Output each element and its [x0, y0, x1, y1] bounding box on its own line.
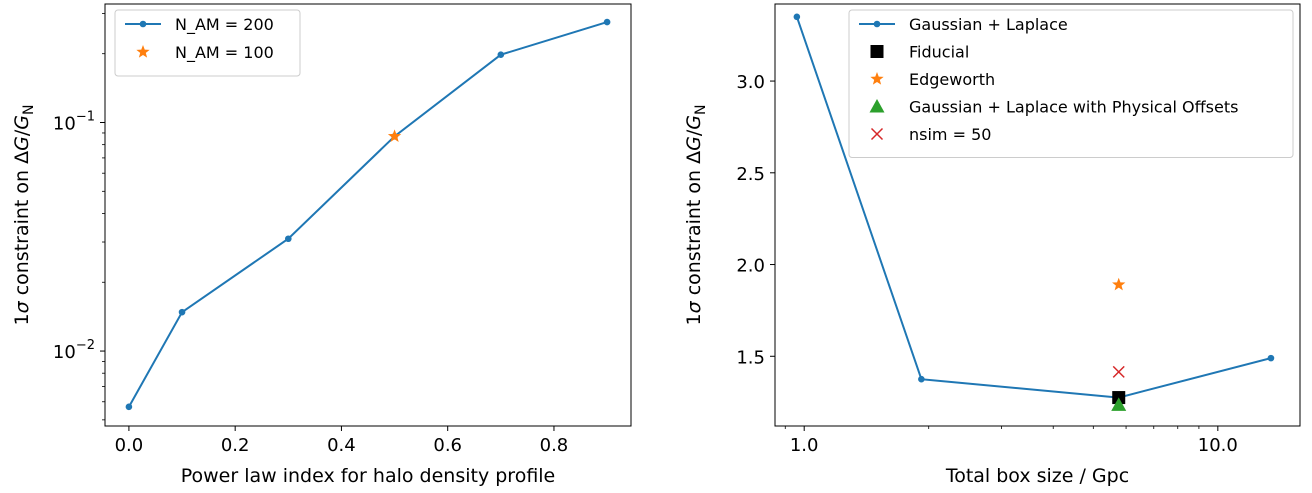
data-point [1111, 397, 1127, 411]
data-point [178, 308, 186, 316]
legend-label: Edgeworth [909, 70, 995, 89]
data-point [387, 129, 402, 142]
y-tick-base: 10 [53, 114, 76, 135]
data-point [793, 13, 801, 21]
x-tick-label: 0.6 [433, 435, 462, 456]
series-line [795, 16, 1272, 399]
data-point [918, 375, 925, 383]
y-axis-label-part: G [683, 136, 705, 151]
x-tick-label: 0.2 [221, 435, 250, 456]
y-tick-exponent: −1 [76, 110, 95, 125]
y-tick-label: 1.5 [736, 347, 765, 368]
y-axis-label-part: / [683, 129, 705, 136]
y-axis-label-part: σ [11, 300, 33, 313]
y-axis-label-part: G [683, 115, 705, 130]
y-axis-label-subscript: N [693, 105, 709, 115]
plot-frame [104, 3, 632, 427]
plot-frame [774, 3, 1301, 427]
y-tick-label: 3.0 [736, 72, 765, 93]
x-tick-label: 0.0 [115, 435, 144, 456]
y-axis-label-part: σ [683, 300, 705, 313]
x-tick-label: 0.8 [540, 435, 569, 456]
data-point [1267, 354, 1275, 362]
y-axis-label-part: constraint on Δ [11, 151, 33, 301]
legend-marker [869, 99, 885, 113]
y-tick-exponent: −2 [76, 338, 95, 353]
data-point [125, 403, 133, 411]
x-tick-label: 0.4 [327, 435, 356, 456]
data-point [497, 51, 505, 59]
y-axis-label-part: G [11, 115, 33, 130]
series-line [128, 21, 608, 408]
y-axis-label-part: / [11, 129, 33, 136]
legend-box [848, 9, 1294, 158]
y-axis-label-subscript: N [21, 105, 37, 115]
legend-box [114, 9, 301, 77]
x-axis-label: Power law index for halo density profile [181, 465, 556, 487]
legend-label: Fiducial [909, 43, 969, 62]
x-axis-label: Total box size / Gpc [945, 465, 1129, 487]
y-axis-label-part: G [11, 136, 33, 151]
legend-label: N_AM = 200 [175, 15, 274, 35]
legend-marker [870, 72, 884, 85]
legend-marker [870, 127, 884, 141]
legend-label: Gaussian + Laplace [909, 15, 1068, 34]
y-axis-label-part: 1 [11, 313, 33, 325]
y-tick-label: 2.0 [736, 256, 765, 277]
legend-marker [139, 20, 147, 28]
y-axis-label: 1σ constraint on ΔG/GN [11, 105, 37, 326]
x-tick-label: 10.0 [1198, 435, 1238, 456]
legend-label: N_AM = 100 [175, 43, 274, 63]
legend-marker [136, 45, 150, 58]
y-axis-label-part: constraint on Δ [683, 151, 705, 301]
y-axis-label: 1σ constraint on ΔG/GN [683, 105, 709, 326]
legend-marker [873, 20, 881, 28]
legend-label: nsim = 50 [909, 125, 991, 144]
right-chart: 1.0 10.0 1.5 2.0 2.5 3.0 Total box size / Gpc 1… [683, 3, 1301, 487]
y-tick-base: 10 [53, 342, 76, 363]
data-point [1112, 277, 1126, 291]
data-point [1112, 365, 1125, 378]
y-axis-label-part: 1 [683, 313, 705, 325]
y-tick-label: 2.5 [736, 164, 765, 185]
y-tick-label: 10−2 [53, 338, 95, 363]
x-tick-label: 1.0 [790, 435, 819, 456]
data-point [603, 18, 611, 26]
data-point [285, 235, 292, 243]
y-tick-label: 10−1 [53, 110, 95, 135]
legend-marker [870, 45, 884, 58]
legend-label: Gaussian + Laplace with Physical Offsets [909, 98, 1238, 117]
